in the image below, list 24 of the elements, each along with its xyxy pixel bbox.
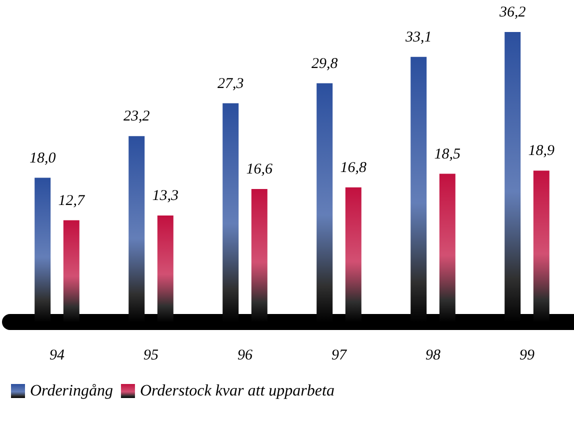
x-tick-label: 96: [238, 348, 253, 364]
data-label: 29,8: [311, 56, 338, 72]
x-tick-label: 97: [332, 348, 348, 364]
data-label: 12,7: [58, 192, 86, 209]
data-label: 18,5: [434, 146, 462, 162]
data-label: 16,8: [340, 160, 368, 176]
x-tick-label: 94: [50, 348, 65, 364]
data-label: 27,3: [217, 76, 244, 92]
data-label: 33,1: [404, 29, 432, 46]
legend-label: Orderstock kvar att upparbeta: [140, 382, 334, 400]
data-label: 36,2: [498, 4, 526, 20]
bar: [63, 220, 80, 322]
data-label: 16,6: [246, 162, 274, 178]
x-tick-label: 98: [426, 348, 441, 364]
data-label: 13,3: [152, 188, 179, 204]
x-tick-label: 95: [144, 348, 159, 364]
bar: [251, 189, 268, 322]
bar: [157, 215, 174, 322]
legend-label: Orderingång: [30, 382, 113, 400]
data-label: 23,2: [123, 108, 150, 125]
data-label: 18,9: [528, 143, 556, 160]
x-tick-label: 99: [520, 348, 535, 364]
data-label: 18,0: [29, 150, 56, 166]
bar: [345, 187, 362, 322]
